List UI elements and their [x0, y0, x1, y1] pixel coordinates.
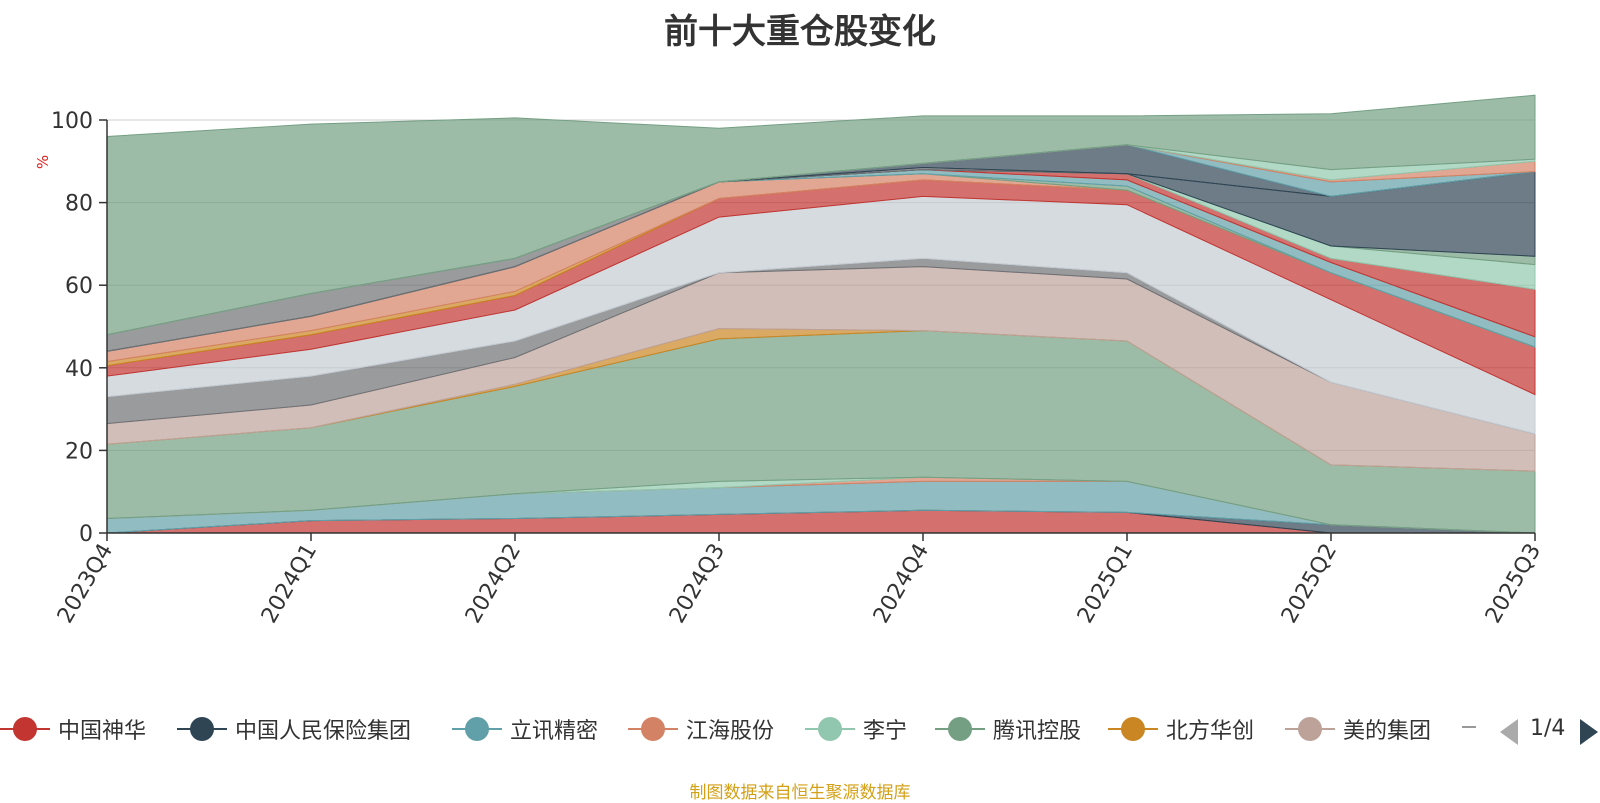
legend-item[interactable]: 北方华创: [1108, 712, 1254, 746]
x-tick-label: 2023Q4: [53, 540, 118, 628]
legend-item[interactable]: 腾讯控股: [935, 712, 1081, 746]
legend-label: 腾讯控股: [993, 719, 1082, 744]
legend-item[interactable]: 中国人民保险集团: [177, 712, 411, 746]
legend-overflow-marker-icon: [1462, 726, 1476, 728]
y-axis-label: %: [34, 155, 52, 169]
legend-item[interactable]: 江海股份: [628, 712, 774, 746]
legend-pager: 1/4: [1500, 714, 1600, 748]
chart-title: 前十大重仓股变化: [664, 12, 936, 52]
x-tick-label: 2025Q1: [1073, 540, 1138, 628]
legend-item[interactable]: 中国神华: [0, 712, 146, 746]
y-tick-label: 0: [79, 522, 93, 547]
legend-label: 李宁: [863, 719, 908, 744]
legend-label: 中国神华: [58, 719, 147, 744]
legend-item[interactable]: 美的集团: [1285, 712, 1431, 746]
legend-page-indicator: 1/4: [1530, 716, 1566, 741]
legend-marker-icon: [628, 714, 678, 744]
y-tick-label: 60: [65, 274, 93, 299]
data-source-note: 制图数据来自恒生聚源数据库: [689, 783, 911, 803]
legend-marker-icon: [1285, 714, 1335, 744]
legend-label: 立讯精密: [510, 719, 599, 744]
area-series-24[interactable]: [106, 94, 1536, 336]
legend-item[interactable]: 李宁: [805, 712, 907, 746]
x-tick-label: 2024Q1: [257, 540, 322, 628]
x-tick-label: 2024Q3: [665, 540, 730, 628]
legend-prev-icon[interactable]: [1500, 719, 1518, 745]
x-tick-label: 2024Q4: [869, 540, 934, 628]
legend-label: 江海股份: [686, 719, 775, 744]
legend-label: 北方华创: [1166, 719, 1255, 744]
legend: 中国神华 中国人民保险集团 立讯精密 江海股份 李宁 腾讯控股 北方华创 美的集团: [0, 712, 1600, 752]
stacked-areas: [106, 94, 1536, 534]
y-tick-label: 20: [65, 439, 93, 464]
legend-item[interactable]: 立讯精密: [452, 712, 598, 746]
x-tick-label: 2025Q3: [1481, 540, 1546, 628]
legend-marker-icon: [0, 714, 50, 744]
y-tick-label: 100: [51, 109, 93, 134]
legend-label: 美的集团: [1343, 719, 1432, 744]
x-tick-label: 2025Q2: [1277, 540, 1342, 628]
legend-marker-icon: [805, 714, 855, 744]
legend-marker-icon: [935, 714, 985, 744]
legend-label: 中国人民保险集团: [235, 719, 412, 744]
legend-marker-icon: [1108, 714, 1158, 744]
legend-marker-icon: [452, 714, 502, 744]
y-tick-label: 40: [65, 357, 93, 382]
x-tick-label: 2024Q2: [461, 540, 526, 628]
legend-next-icon[interactable]: [1580, 719, 1598, 745]
y-tick-label: 80: [65, 192, 93, 217]
legend-marker-icon: [177, 714, 227, 744]
